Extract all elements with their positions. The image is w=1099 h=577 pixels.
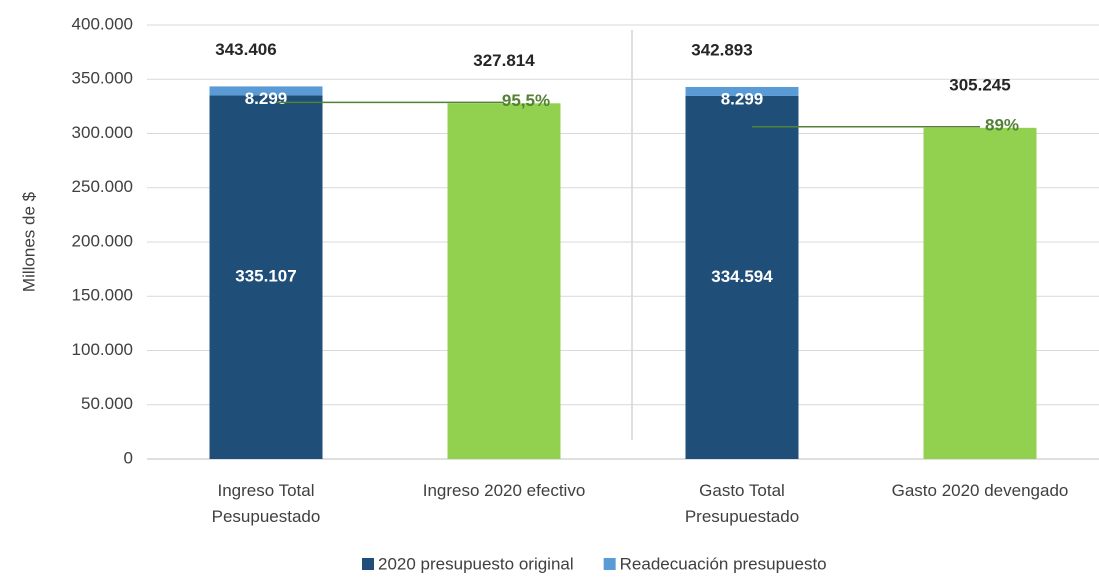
bar xyxy=(447,103,561,459)
ratio-label: 89% xyxy=(985,115,1019,134)
data-label: 8.299 xyxy=(245,89,288,108)
x-tick-label: Ingreso 2020 efectivo xyxy=(422,481,586,500)
legend-swatch xyxy=(362,558,374,570)
data-label: 327.814 xyxy=(473,51,535,70)
legend-label: 2020 presupuesto original xyxy=(378,554,574,573)
y-tick-label: 50.000 xyxy=(81,394,133,413)
data-label: 335.107 xyxy=(235,267,296,286)
y-tick-label: 200.000 xyxy=(72,231,133,250)
y-tick-label: 250.000 xyxy=(72,177,133,196)
data-label: 334.594 xyxy=(711,267,773,286)
data-label: 305.245 xyxy=(949,75,1010,94)
bar xyxy=(923,127,1037,459)
y-tick-label: 300.000 xyxy=(72,123,133,142)
total-label: 343.406 xyxy=(215,40,276,59)
y-tick-label: 350.000 xyxy=(72,69,133,88)
data-label: 8.299 xyxy=(721,89,764,108)
y-tick-label: 400.000 xyxy=(72,14,133,33)
legend-label: Readecuación presupuesto xyxy=(620,554,827,573)
y-tick-label: 150.000 xyxy=(72,286,133,305)
x-tick-label: Ingreso Total Pesupuestado xyxy=(211,481,321,526)
bar xyxy=(685,95,799,459)
y-tick-label: 100.000 xyxy=(72,340,133,359)
x-tick-label: Gasto 2020 devengado xyxy=(891,481,1069,500)
x-tick-label: Gasto Total Presupuestado xyxy=(684,481,800,526)
bar xyxy=(209,95,323,459)
y-axis-title: Millones de $ xyxy=(19,191,38,292)
ratio-label: 95,5% xyxy=(502,91,550,110)
bar xyxy=(685,86,799,96)
bar xyxy=(209,86,323,96)
total-label: 342.893 xyxy=(691,40,752,59)
y-tick-label: 0 xyxy=(124,448,133,467)
legend-swatch xyxy=(603,558,616,570)
